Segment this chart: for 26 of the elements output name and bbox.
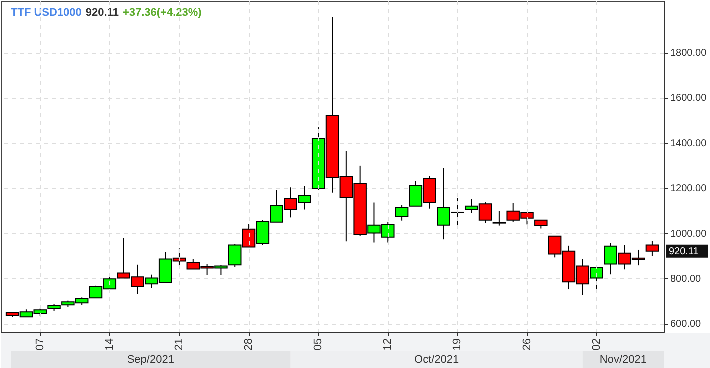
y-tick-label: 600.00: [670, 319, 702, 330]
text: Oct/2021: [414, 354, 460, 366]
x-tick-label: 12: [382, 338, 394, 351]
candlestick: [492, 210, 506, 226]
y-tick-label: 1000.00: [670, 228, 708, 240]
y-tick-label: 800.00: [670, 274, 702, 285]
x-tick-label: 26: [521, 338, 534, 351]
annotation: +37.36(+4.23%): [122, 7, 202, 19]
x-tick-label: 14: [104, 338, 116, 351]
y-tick-label: 1400.00: [670, 138, 708, 150]
x-tick-label: 19: [452, 338, 464, 351]
text: Sep/2021: [127, 354, 174, 366]
y-tick-label: 1600.00: [670, 93, 708, 104]
x-tick-label: 28: [243, 338, 256, 351]
x-tick-label: 21: [173, 338, 186, 351]
text: 920.11: [669, 246, 700, 258]
candlestick: [646, 240, 660, 257]
text: Nov/2021: [600, 354, 647, 366]
y-tick-label: 1200.00: [670, 184, 708, 195]
candlestick: [395, 204, 409, 222]
x-tick-label: 07: [34, 338, 46, 351]
y-tick-label: 1800.00: [670, 48, 708, 60]
text: TTF USD1000: [11, 7, 82, 19]
annotation: 920.11: [86, 7, 119, 19]
x-tick-label: 02: [590, 338, 603, 351]
x-tick-label: 05: [312, 338, 325, 351]
